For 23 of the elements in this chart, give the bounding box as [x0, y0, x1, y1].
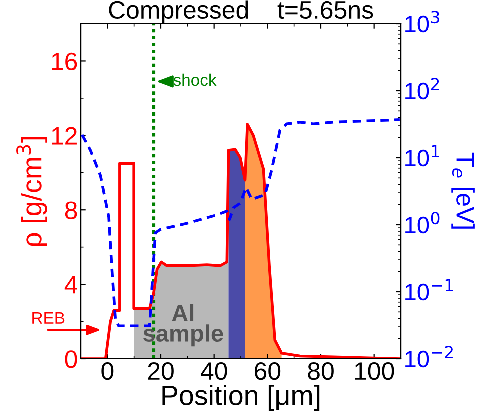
- y-tick-label: 8: [65, 202, 78, 220]
- x-axis-title: Position [μm]: [162, 385, 320, 411]
- y-tick-label: 4: [64, 276, 78, 294]
- y2-axis-title: T$_{e}$ [eV]: [452, 152, 475, 229]
- x-tick-label: 40: [201, 362, 228, 380]
- x-tick-label: 0: [102, 362, 114, 380]
- y2-tick-label: 10$^{0}$: [406, 212, 440, 234]
- annotation: REB: [32, 312, 65, 324]
- y-tick-label: 0: [65, 350, 78, 368]
- x-tick-label: 80: [308, 362, 334, 380]
- annotation: Al sample: [144, 304, 224, 347]
- y2-tick-label: 10$^{−2}$: [406, 346, 453, 368]
- chart-title: Compressed t=5.65ns: [109, 0, 374, 24]
- y-axis-title: ρ [g/cm$^{3}$]: [16, 137, 48, 246]
- x-tick-label: 60: [255, 362, 281, 380]
- y-tick-label: 16: [52, 52, 78, 71]
- x-tick-label: 100: [355, 362, 394, 380]
- y2-tick-label: 10$^{2}$: [406, 78, 440, 100]
- y2-tick-label: 10$^{−1}$: [406, 279, 454, 301]
- y2-tick-label: 10$^{1}$: [406, 145, 440, 167]
- y2-tick-label: 10$^{3}$: [406, 11, 440, 33]
- y-tick-label: 12: [52, 127, 77, 145]
- x-tick-label: 20: [148, 362, 174, 380]
